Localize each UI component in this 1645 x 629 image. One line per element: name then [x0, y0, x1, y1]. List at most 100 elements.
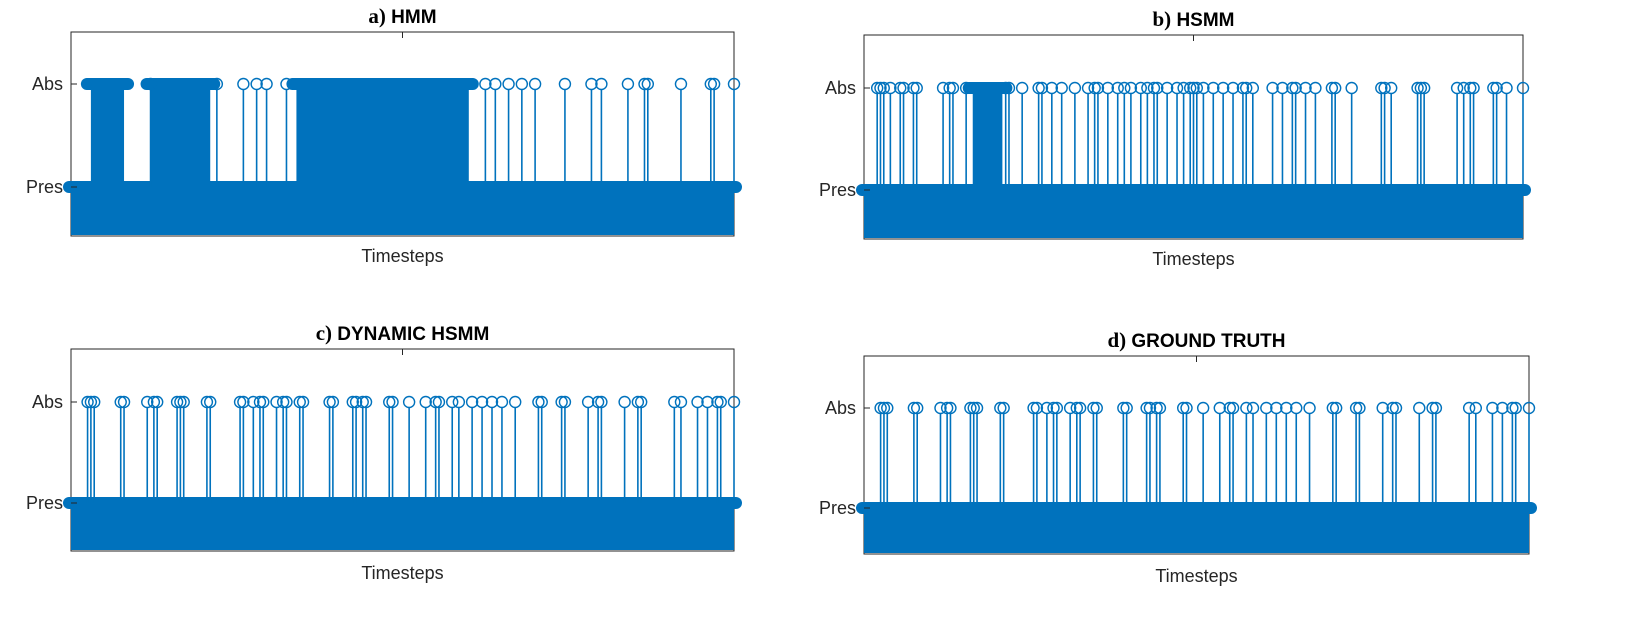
- abs-marker-55: [1384, 81, 1398, 95]
- title-prefix: a): [368, 4, 391, 28]
- abs-marker-3: [114, 395, 127, 409]
- abs-marker-22: [1090, 401, 1103, 415]
- title-prefix: d): [1107, 328, 1131, 352]
- abs-marker-57: [1414, 81, 1428, 95]
- ytick-label-pres: Pres: [26, 493, 63, 513]
- abs-marker-42: [1326, 401, 1340, 415]
- abs-marker-49: [1309, 81, 1322, 95]
- abs-marker-26: [1124, 81, 1138, 95]
- abs-marker-37: [465, 395, 479, 409]
- abs-marker-6: [907, 81, 920, 95]
- abs-marker-6: [147, 395, 161, 409]
- abs-marker-17: [1050, 401, 1064, 415]
- abs-marker-44: [1266, 81, 1279, 95]
- abs-marker-40: [1226, 81, 1240, 95]
- abs-marker-50: [631, 395, 645, 409]
- abs-marker-3: [884, 81, 897, 95]
- abs-marker-20: [1081, 81, 1095, 95]
- abs-marker-33: [1223, 401, 1236, 415]
- abs-marker-56: [1411, 81, 1424, 95]
- abs-marker-54: [1378, 81, 1391, 95]
- abs-marker-10: [946, 81, 960, 95]
- abs-marker-16: [1035, 81, 1049, 95]
- abs-marker-34: [1226, 401, 1240, 415]
- abs-marker-10: [970, 401, 984, 415]
- ytick-label-pres: Pres: [819, 498, 856, 518]
- abs-marker-4: [260, 77, 273, 91]
- abs-marker-13: [1002, 81, 1016, 95]
- abs-marker-38: [475, 395, 489, 409]
- abs-marker-48: [595, 395, 608, 409]
- abs-marker-11: [200, 395, 214, 409]
- abs-marker-65: [1500, 81, 1513, 95]
- abs-marker-53: [1375, 81, 1388, 95]
- chart-title: b) HSMM: [1153, 7, 1235, 31]
- abs-marker-30: [1151, 81, 1164, 95]
- abs-marker-44: [1349, 401, 1363, 415]
- abs-marker-0: [81, 395, 94, 409]
- abs-marker-58: [1522, 401, 1536, 415]
- abs-marker-35: [1187, 81, 1200, 95]
- abs-marker-23: [1101, 81, 1115, 95]
- abs-marker-57: [714, 395, 727, 409]
- abs-interval-0: [972, 88, 1003, 190]
- abs-marker-6: [479, 77, 492, 91]
- abs-marker-53: [1469, 401, 1483, 415]
- abs-marker-11: [558, 77, 572, 91]
- abs-marker-13: [1027, 401, 1040, 415]
- abs-marker-47: [1289, 81, 1302, 95]
- abs-marker-55: [1496, 401, 1509, 415]
- abs-marker-15: [1040, 401, 1054, 415]
- abs-marker-47: [591, 395, 605, 409]
- abs-marker-42: [532, 395, 545, 409]
- abs-marker-54: [1486, 401, 1499, 415]
- abs-marker-19: [1070, 401, 1084, 415]
- abs-marker-31: [402, 395, 416, 409]
- ytick-label-pres: Pres: [26, 177, 63, 197]
- abs-marker-17: [674, 77, 688, 91]
- abs-marker-1: [877, 401, 891, 415]
- abs-marker-16: [641, 77, 655, 91]
- abs-marker-8: [964, 401, 977, 415]
- abs-marker-50: [1426, 401, 1439, 415]
- abs-marker-37: [1197, 81, 1210, 95]
- x-axis-label: Timesteps: [1155, 566, 1237, 586]
- abs-marker-5: [141, 395, 154, 409]
- abs-marker-14: [1030, 401, 1044, 415]
- title-prefix: c): [316, 321, 338, 345]
- abs-marker-46: [1286, 81, 1299, 95]
- abs-marker-42: [1240, 81, 1253, 95]
- abs-marker-49: [618, 395, 631, 409]
- abs-marker-0: [870, 81, 884, 95]
- abs-marker-61: [1464, 81, 1477, 95]
- abs-marker-2: [881, 401, 894, 415]
- abs-marker-52: [668, 395, 681, 409]
- ytick-label-abs: Abs: [32, 74, 63, 94]
- abs-marker-39: [1216, 81, 1230, 95]
- abs-marker-45: [558, 395, 572, 409]
- abs-marker-38: [1270, 401, 1283, 415]
- abs-interval-1: [150, 84, 211, 187]
- x-axis-label: Timesteps: [1152, 249, 1234, 269]
- abs-marker-43: [535, 395, 548, 409]
- abs-marker-16: [253, 395, 267, 409]
- abs-marker-53: [674, 395, 688, 409]
- abs-marker-22: [1091, 81, 1105, 95]
- abs-marker-20: [280, 395, 293, 409]
- title-text: GROUND TRUTH: [1131, 331, 1285, 352]
- abs-marker-26: [349, 395, 363, 409]
- abs-marker-34: [1184, 81, 1197, 95]
- title-prefix: b): [1153, 7, 1177, 31]
- abs-marker-36: [1246, 401, 1260, 415]
- abs-marker-39: [1280, 401, 1293, 415]
- abs-marker-17: [1045, 81, 1059, 95]
- abs-marker-15: [247, 395, 260, 409]
- abs-marker-40: [495, 395, 509, 409]
- abs-marker-40: [1290, 401, 1303, 415]
- pres-stem-band: [864, 508, 1529, 553]
- abs-marker-5: [897, 81, 910, 95]
- abs-marker-60: [1457, 81, 1470, 95]
- abs-marker-48: [1389, 401, 1403, 415]
- abs-marker-51: [634, 395, 648, 409]
